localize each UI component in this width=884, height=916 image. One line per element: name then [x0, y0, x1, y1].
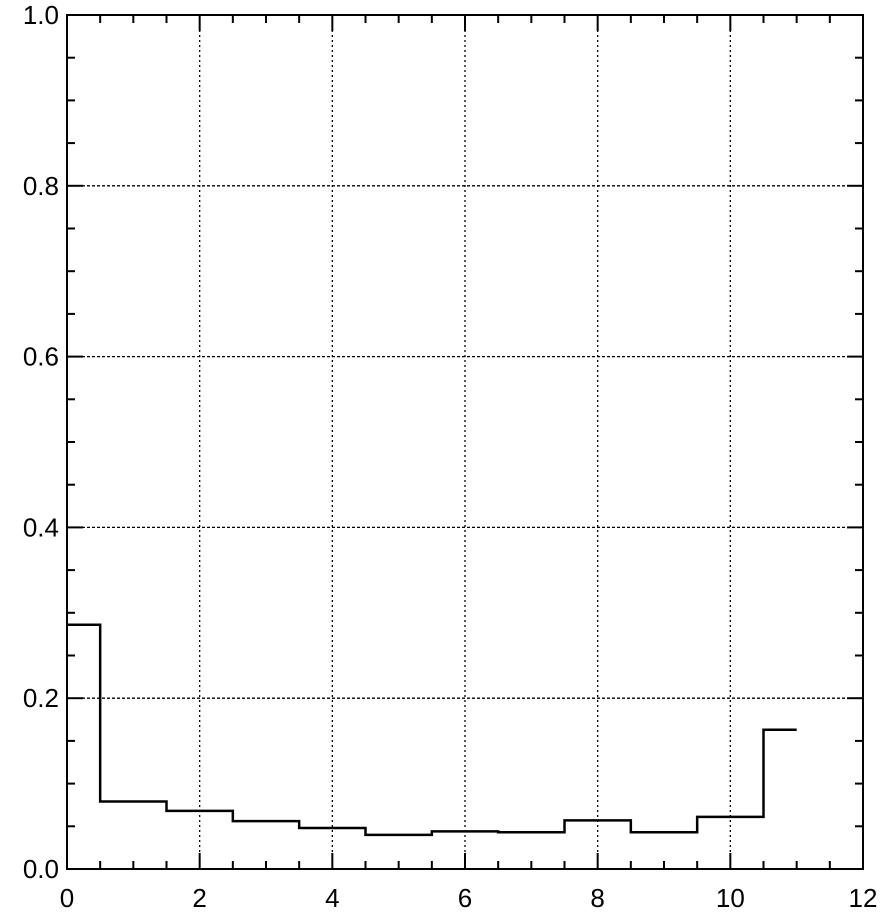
x-tick-label: 8: [590, 883, 604, 913]
y-tick-label: 0.2: [23, 683, 59, 713]
series-layer: [67, 623, 797, 837]
y-tick-label: 0.8: [23, 171, 59, 201]
y-tick-label: 0.4: [23, 512, 59, 542]
plot-frame: [66, 14, 864, 870]
grid-lines: [67, 15, 863, 869]
x-tick-label: 12: [849, 883, 878, 913]
tick-labels: 0 2 4 6 8 10 12 0.0 0.2 0.4 0.6 0.8 1.0: [23, 0, 878, 913]
y-tick-label: 1.0: [23, 0, 59, 30]
x-tick-label: 4: [325, 883, 339, 913]
x-tick-label: 6: [458, 883, 472, 913]
y-tick-label: 0.0: [23, 854, 59, 884]
x-tick-label: 10: [716, 883, 745, 913]
series-step-line: [67, 623, 797, 837]
y-tick-label: 0.6: [23, 342, 59, 372]
x-tick-label: 2: [192, 883, 206, 913]
x-tick-label: 0: [60, 883, 74, 913]
